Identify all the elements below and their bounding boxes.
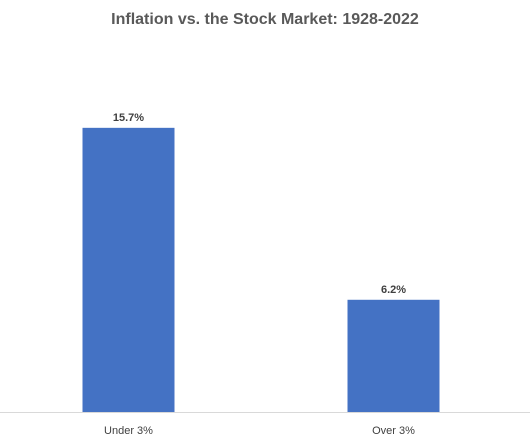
bar-0 — [82, 127, 175, 412]
x-tick-label-0: Under 3% — [104, 425, 153, 437]
bar-1 — [347, 299, 440, 412]
chart-title: Inflation vs. the Stock Market: 1928-202… — [111, 11, 419, 28]
x-tick-label-1: Over 3% — [372, 425, 415, 437]
data-label-1: 6.2% — [381, 284, 406, 296]
plot-area: 15.7% Under 3% 6.2% Over 3% — [0, 112, 530, 437]
data-label-0: 15.7% — [113, 112, 144, 124]
